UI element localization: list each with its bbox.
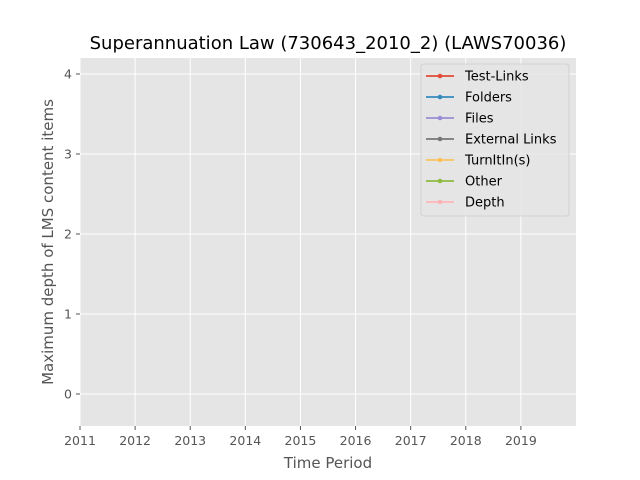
x-tick-label: 2012 [119,433,151,448]
legend-marker [437,157,443,163]
legend-marker [437,73,443,79]
legend-box [420,63,570,217]
y-axis-label: Maximum depth of LMS content items [39,99,57,385]
legend-marker [437,199,443,205]
legend-item: TurnItIn(s) [426,154,530,169]
x-tick-label: 2015 [285,433,317,448]
legend-marker [437,136,443,142]
legend-marker [437,178,443,184]
legend-label: TurnItIn(s) [464,154,530,169]
x-tick-label: 2017 [395,433,427,448]
legend-label: Test-Links [464,70,529,85]
legend-label: External Links [465,133,557,148]
legend-item: Files [426,112,494,127]
legend-marker [437,115,443,121]
legend-item: Depth [426,196,505,211]
legend-marker [437,94,443,100]
legend-label: Other [465,175,503,190]
legend: Test-Links Folders Files External Links Turn… [420,63,570,217]
legend-label: Files [465,112,494,127]
y-tick-label: 3 [64,147,72,162]
legend-item: Folders [426,91,512,106]
x-tick-label: 2014 [229,433,261,448]
x-tick-label: 2019 [505,433,537,448]
legend-label: Depth [465,196,505,211]
x-tick-label: 2013 [174,433,206,448]
x-tick-label: 2016 [340,433,372,448]
y-tick-label: 1 [64,307,72,322]
chart-title: Superannuation Law (730643_2010_2) (LAWS… [90,33,567,54]
y-tick-label: 4 [64,67,72,82]
y-tick-label: 0 [64,387,72,402]
y-axis-ticks: 0 1 2 3 4 [64,67,80,402]
legend-item: Other [426,175,503,190]
x-tick-label: 2018 [450,433,482,448]
legend-item: Test-Links [426,70,529,85]
x-axis-ticks: 2011 2012 2013 2014 2015 2016 2017 2018 2019 [64,426,537,448]
y-tick-label: 2 [64,227,72,242]
legend-label: Folders [465,91,512,106]
legend-item: External Links [426,133,557,148]
x-tick-label: 2011 [64,433,96,448]
x-axis-label: Time Period [283,454,372,472]
